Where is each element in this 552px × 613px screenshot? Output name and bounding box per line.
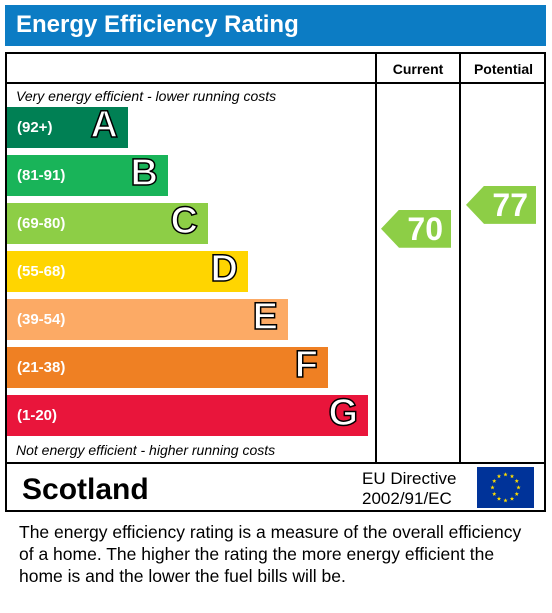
band-letter: D (210, 247, 239, 291)
column-header-potential: Potential (473, 61, 534, 77)
band-b: (81-91) B (7, 151, 168, 196)
flag-star (516, 485, 521, 490)
footer-divider (5, 462, 546, 464)
column-header-current: Current (392, 61, 444, 77)
band-range: (39-54) (17, 311, 66, 328)
band-letter: E (252, 295, 279, 339)
flag-star (490, 485, 495, 490)
flag-star (503, 498, 508, 503)
eu-flag-icon (477, 467, 534, 508)
band-range: (1-20) (17, 407, 58, 424)
band-letter: G (328, 391, 359, 435)
flag-star (492, 478, 497, 483)
band-range: (69-80) (17, 215, 66, 232)
band-f: (21-38) F (7, 343, 328, 388)
footer-text: The energy efficiency rating is a measur… (19, 522, 522, 586)
note-very-efficient: Very energy efficient - lower running co… (16, 88, 277, 104)
flag-star (514, 478, 519, 483)
title-bar: Energy Efficiency Rating (5, 5, 546, 46)
column-divider-potential (459, 52, 461, 464)
band-range: (55-68) (17, 263, 66, 280)
band-a: (92+) A (7, 103, 128, 148)
band-e: (39-54) E (7, 295, 288, 340)
band-letter: F (294, 343, 319, 387)
page-title: Energy Efficiency Rating (16, 11, 299, 38)
band-d: (55-68) D (7, 247, 248, 292)
directive-line-1: EU Directive (362, 469, 457, 488)
flag-star (496, 473, 502, 479)
region-label: Scotland (22, 473, 149, 506)
band-range: (92+) (17, 119, 53, 136)
current-rating-arrow-value: 70 (407, 210, 443, 247)
flag-star (496, 496, 502, 501)
potential-rating-arrow-value: 77 (492, 186, 528, 223)
flag-star (503, 472, 508, 477)
flag-star (514, 491, 519, 496)
band-letter: C (170, 199, 199, 243)
flag-star (509, 473, 515, 479)
band-letter: B (130, 151, 159, 195)
band-c: (69-80) C (7, 199, 208, 244)
flag-star (492, 491, 497, 496)
band-g: (1-20) G (7, 391, 368, 436)
column-divider-current (375, 52, 377, 464)
note-not-efficient: Not energy efficient - higher running co… (16, 442, 276, 458)
rating-table (5, 52, 546, 512)
flag-star (509, 496, 515, 501)
band-range: (81-91) (17, 167, 66, 184)
current-rating-arrow: 70 (381, 209, 451, 248)
band-letter: A (90, 103, 119, 147)
directive-line-2: 2002/91/EC (362, 489, 452, 508)
band-range: (21-38) (17, 359, 66, 376)
header-divider (5, 82, 546, 84)
